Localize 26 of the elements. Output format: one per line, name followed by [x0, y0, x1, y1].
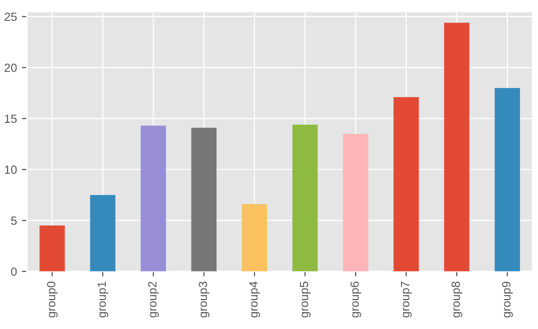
- bar: [140, 126, 166, 272]
- y-tick-label: 5: [11, 216, 17, 225]
- x-tick-label: group8: [452, 282, 462, 318]
- bar: [342, 134, 368, 272]
- bar: [292, 124, 318, 272]
- x-tick-label: group7: [401, 282, 412, 318]
- bar: [394, 97, 419, 272]
- y-tick-label: 10: [4, 166, 17, 174]
- bar: [444, 22, 470, 272]
- bar: [191, 128, 217, 272]
- x-tick-label: group0: [46, 282, 58, 318]
- bar: [90, 194, 116, 272]
- x-tick-label: group3: [198, 282, 210, 318]
- bar: [242, 204, 268, 272]
- x-tick-label: group2: [148, 282, 159, 318]
- bar: [494, 88, 520, 272]
- x-tick-label: group5: [300, 282, 311, 318]
- x-tick-label: group1: [98, 282, 108, 318]
- x-tick-label: group4: [249, 281, 260, 318]
- y-tick-label: 20: [4, 64, 17, 72]
- x-tick-label: group9: [502, 282, 513, 318]
- y-tick-label: 25: [4, 12, 17, 22]
- y-tick-label: 15: [4, 114, 17, 123]
- x-tick-label: group6: [350, 282, 362, 318]
- bar: [40, 226, 65, 272]
- y-tick-label: 0: [11, 267, 17, 276]
